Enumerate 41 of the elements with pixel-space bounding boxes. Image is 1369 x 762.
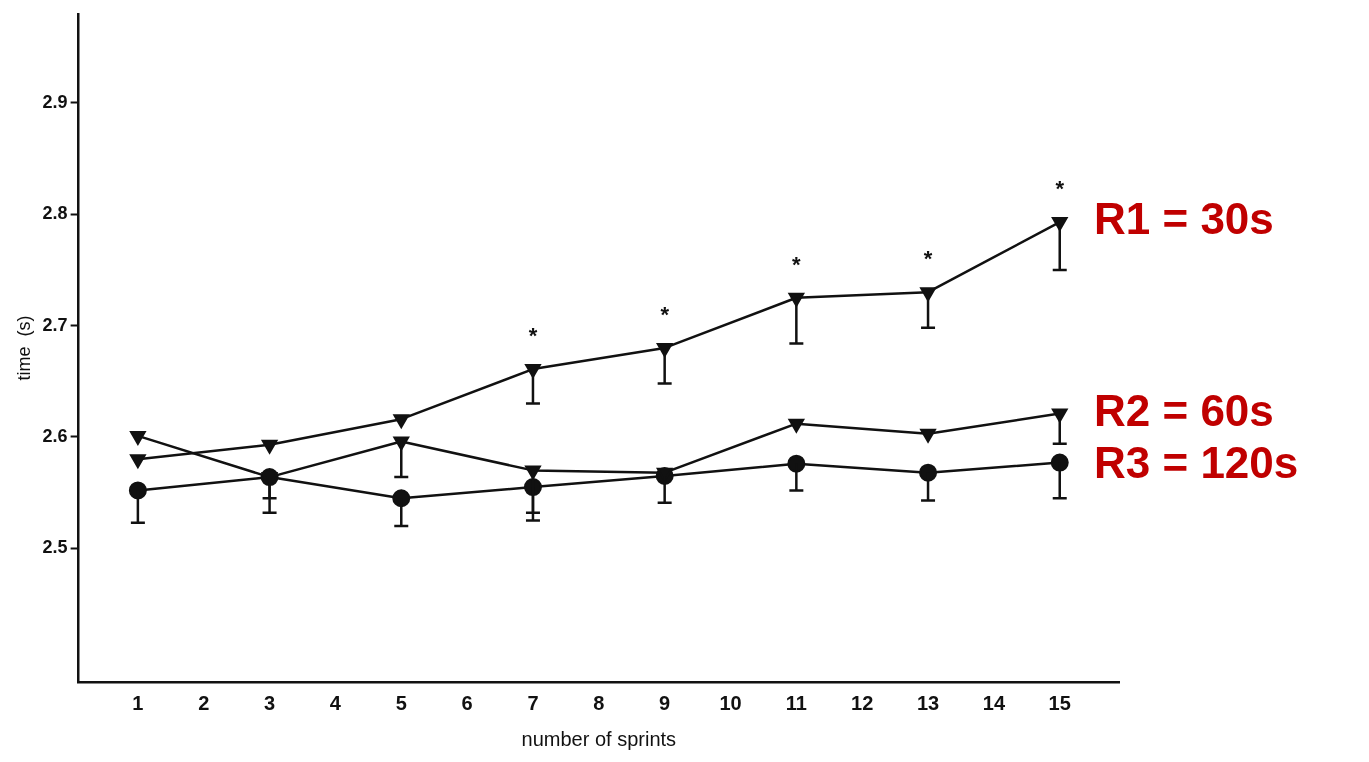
x-tick-label: 13: [916, 691, 940, 714]
series-label: R3 = 120s: [1094, 437, 1299, 487]
y-axis-title: time (s): [13, 315, 34, 381]
annotation: *: [660, 301, 670, 327]
point: [525, 465, 541, 480]
x-tick-label: 8: [593, 691, 605, 714]
x-tick-label: 2: [198, 691, 210, 714]
y-tick-label: 2.5: [42, 537, 68, 558]
x-tick-label: 14: [982, 691, 1006, 714]
point: [919, 463, 938, 482]
point: [261, 439, 278, 454]
annotation: *: [528, 323, 538, 349]
annotation: *: [1055, 176, 1065, 202]
x-tick-label: 7: [527, 691, 539, 714]
point: [525, 364, 541, 379]
x-axis-title: number of sprints: [521, 727, 677, 750]
point: [920, 287, 936, 302]
y-tick-label: 2.6: [42, 425, 68, 446]
x-tick-label: 10: [719, 691, 742, 714]
y-tick-label: 2.7: [42, 314, 68, 335]
point: [788, 418, 805, 433]
x-tick-label: 12: [851, 691, 874, 714]
x-tick-label: 6: [461, 691, 473, 714]
y-tick-label: 2.9: [42, 91, 68, 112]
x-tick-label: 1: [132, 691, 144, 714]
x-tick-label: 4: [329, 691, 342, 714]
x-tick-label: 5: [395, 691, 407, 714]
point: [129, 454, 146, 469]
annotation: *: [923, 246, 933, 272]
annotation: *: [792, 251, 802, 277]
series-label: R1 = 30s: [1094, 194, 1274, 244]
x-tick-label: 15: [1048, 691, 1071, 714]
point: [129, 430, 146, 445]
point: [128, 481, 147, 500]
series-label: R2 = 60s: [1094, 385, 1274, 435]
x-tick-label: 3: [264, 691, 276, 714]
point: [920, 428, 936, 443]
y-tick-label: 2.8: [42, 203, 68, 224]
point: [393, 414, 410, 429]
x-tick-label: 9: [659, 691, 671, 714]
x-tick-label: 11: [785, 691, 807, 714]
